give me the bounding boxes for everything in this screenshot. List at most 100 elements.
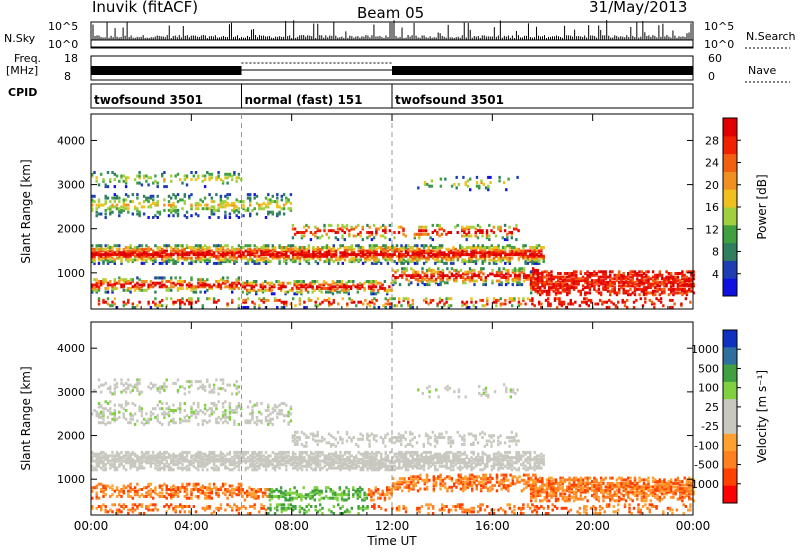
echo-cell <box>370 300 374 304</box>
echo-cell <box>579 270 582 274</box>
echo-cell <box>490 253 493 257</box>
echo-cell <box>194 285 198 289</box>
echo-cell <box>392 274 395 278</box>
echo-cell <box>486 246 489 249</box>
echo-cell <box>313 281 317 285</box>
echo-cell <box>194 178 198 182</box>
echo-cell <box>237 249 241 253</box>
echo-cell <box>411 302 414 306</box>
echo-cell <box>149 247 153 251</box>
echo-cell <box>418 234 421 238</box>
echo-cell <box>337 461 340 465</box>
echo-cell <box>251 251 254 255</box>
echo-cell <box>228 172 232 176</box>
echo-cell <box>465 251 469 255</box>
echo-cell <box>138 457 141 461</box>
echo-cell <box>508 256 511 260</box>
echo-cell <box>118 244 121 248</box>
echo-cell <box>145 251 148 255</box>
echo-cell <box>679 272 682 275</box>
echo-cell <box>133 306 137 309</box>
echo-cell <box>264 461 268 465</box>
echo-cell <box>433 229 437 233</box>
echo-cell <box>251 461 254 465</box>
echo-cell <box>561 275 564 279</box>
echo-cell <box>113 287 116 290</box>
echo-cell <box>663 291 666 295</box>
echo-cell <box>201 278 204 282</box>
echo-cell <box>533 254 536 258</box>
echo-cell <box>348 457 351 461</box>
echo-cell <box>203 185 207 189</box>
echo-cell <box>208 283 211 287</box>
echo-cell <box>470 247 473 251</box>
echo-cell <box>199 246 202 249</box>
echo-cell <box>647 277 650 281</box>
echo-cell <box>244 298 247 302</box>
echo-cell <box>228 283 232 287</box>
echo-cell <box>179 298 182 302</box>
echo-cell <box>176 454 180 458</box>
echo-cell <box>366 254 369 258</box>
echo-cell <box>479 225 482 229</box>
echo-cell <box>447 231 450 234</box>
echo-cell <box>312 251 315 255</box>
echo-cell <box>233 247 236 251</box>
echo-cell <box>215 247 218 251</box>
echo-cell <box>681 282 684 286</box>
echo-cell <box>93 468 96 472</box>
echo-cell <box>242 200 245 204</box>
echo-cell <box>329 283 332 287</box>
echo-cell <box>604 272 607 275</box>
echo-cell <box>450 272 454 276</box>
echo-cell <box>445 254 448 258</box>
echo-cell <box>124 459 128 463</box>
echo-cell <box>179 280 182 283</box>
echo-cell <box>208 454 211 458</box>
echo-cell <box>296 249 299 253</box>
echo-cell <box>261 290 265 294</box>
echo-cell <box>556 297 559 301</box>
echo-cell <box>587 298 590 302</box>
nave-bottom-tick: 0 <box>708 70 715 83</box>
echo-cell <box>481 256 484 260</box>
echo-cell <box>104 466 107 470</box>
echo-cell <box>302 285 305 289</box>
echo-cell <box>631 291 634 295</box>
echo-cell <box>231 174 234 178</box>
echo-cell <box>492 261 496 265</box>
echo-cell <box>624 277 628 281</box>
echo-cell <box>633 287 637 291</box>
echo-cell <box>620 280 623 284</box>
echo-cell <box>97 459 101 463</box>
echo-cell <box>278 459 281 463</box>
echo-cell <box>217 207 220 211</box>
echo-cell <box>203 464 207 468</box>
echo-cell <box>118 249 121 253</box>
echo-cell <box>355 456 358 460</box>
echo-cell <box>97 281 101 285</box>
echo-cell <box>647 286 650 290</box>
echo-cell <box>504 256 507 260</box>
echo-cell <box>154 203 157 207</box>
echo-cell <box>106 302 110 306</box>
echo-cell <box>384 457 387 461</box>
echo-cell <box>185 256 189 260</box>
echo-cell <box>307 298 311 302</box>
echo-cell <box>350 244 353 248</box>
echo-cell <box>572 277 576 281</box>
echo-cell <box>97 457 101 461</box>
echo-cell <box>282 456 286 460</box>
echo-cell <box>327 283 330 287</box>
echo-cell <box>97 464 101 468</box>
echo-cell <box>341 229 344 233</box>
echo-cell <box>382 223 385 227</box>
echo-cell <box>282 254 286 258</box>
echo-cell <box>152 181 155 185</box>
echo-cell <box>224 244 227 248</box>
echo-cell <box>212 297 216 301</box>
echo-cell <box>316 285 319 289</box>
echo-cell <box>543 275 546 279</box>
echo-cell <box>255 283 258 287</box>
echo-cell <box>285 251 288 255</box>
